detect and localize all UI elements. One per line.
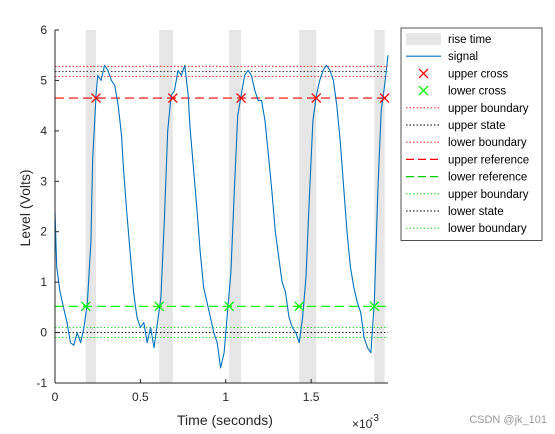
legend-swatch xyxy=(406,33,441,45)
lower-cross-marker-1 xyxy=(80,301,91,312)
legend-entry-4: lower cross xyxy=(418,85,506,98)
legend-label: upper reference xyxy=(448,154,529,166)
legend: rise time signal upper cross lower cross upp… xyxy=(400,27,543,241)
legend-label: lower boundary xyxy=(448,223,527,235)
y-tick-label-3: 2 xyxy=(40,225,47,239)
upper-cross-marker-4-b xyxy=(311,93,322,104)
upper-cross-marker-1 xyxy=(91,93,101,104)
x-tick-label-2: 1 xyxy=(222,390,229,404)
rise-time-span-1 xyxy=(85,30,96,383)
y-tick-label-7: 6 xyxy=(40,23,47,37)
lower-cross-marker-2 xyxy=(154,301,165,312)
lower-cross-marker-2-b xyxy=(154,301,165,312)
lower-cross-marker-5-b xyxy=(369,301,380,312)
upper-cross-marker-5-b xyxy=(379,93,390,104)
legend-entry-10: upper boundary xyxy=(406,189,529,201)
upper-cross-marker-3 xyxy=(236,93,247,104)
lower-cross-marker-4 xyxy=(294,301,305,312)
rise-time-span-5 xyxy=(374,30,385,383)
y-tick-label-2: 1 xyxy=(40,275,47,289)
y-axis-title: Level (Volts) xyxy=(17,169,33,246)
legend-marker-b xyxy=(418,68,429,79)
legend-box xyxy=(400,27,543,241)
legend-label: upper state xyxy=(448,120,506,132)
x-axis-title: Time (seconds) xyxy=(177,412,273,428)
legend-label: lower cross xyxy=(448,86,506,98)
legend-label: upper cross xyxy=(448,68,508,80)
rise-time-span-4 xyxy=(299,30,317,383)
legend-entry-1: rise time xyxy=(406,33,491,46)
legend-label: rise time xyxy=(448,34,491,46)
legend-entry-2: signal xyxy=(406,51,478,63)
lower-cross-marker-3 xyxy=(224,301,235,312)
legend-entry-8: upper reference xyxy=(406,154,529,166)
legend-entry-11: lower state xyxy=(406,206,504,218)
y-tick-label-4: 3 xyxy=(40,174,47,188)
legend-label: signal xyxy=(448,51,478,63)
legend-label: upper boundary xyxy=(448,103,529,115)
upper-cross-marker-2-b xyxy=(167,93,178,104)
legend-entry-5: upper boundary xyxy=(406,103,529,115)
rise-time-span-2 xyxy=(159,30,173,383)
upper-cross-marker-5 xyxy=(379,93,390,104)
signal-line xyxy=(54,55,389,369)
legend-label: lower reference xyxy=(448,172,527,184)
x-exponent-power: -3 xyxy=(370,413,379,424)
upper-cross-marker-1-b xyxy=(91,93,101,104)
lower-cross-marker-1-b xyxy=(80,301,91,312)
lower-cross-marker-4-b xyxy=(294,301,305,312)
upper-cross-marker-3-b xyxy=(236,93,247,104)
legend-label: upper boundary xyxy=(448,189,529,201)
y-tick-label-5: 4 xyxy=(40,124,47,138)
legend-entry-6: upper state xyxy=(406,120,506,132)
x-exponent-label: ×10 xyxy=(352,417,373,431)
legend-entry-7: lower boundary xyxy=(406,137,527,149)
rise-time-span-3 xyxy=(229,30,242,383)
x-tick-label-1: 0.5 xyxy=(132,390,149,404)
legend-label: lower boundary xyxy=(448,137,527,149)
legend-entry-9: lower reference xyxy=(406,172,527,184)
legend-entry-12: lower boundary xyxy=(406,223,527,235)
upper-cross-marker-4 xyxy=(311,93,322,104)
legend-label: lower state xyxy=(448,206,504,218)
y-tick-label-0: -1 xyxy=(36,376,47,390)
upper-cross-marker-2 xyxy=(167,93,178,104)
y-tick-label-6: 5 xyxy=(40,73,47,87)
x-tick-label-3: 1.5 xyxy=(303,390,320,404)
legend-entry-3: upper cross xyxy=(418,68,508,80)
axes: -1 0 1 2 3 4 5 6 0 0.5 1 1.5 xyxy=(36,23,388,404)
y-tick-label-1: 0 xyxy=(40,326,47,340)
legend-marker-b xyxy=(418,85,429,96)
watermark: CSDN @jk_101 xyxy=(469,414,547,426)
lower-cross-marker-3-b xyxy=(224,301,235,312)
lower-cross-marker-5 xyxy=(369,301,380,312)
plot-area xyxy=(54,30,390,383)
x-tick-label-0: 0 xyxy=(52,390,59,404)
